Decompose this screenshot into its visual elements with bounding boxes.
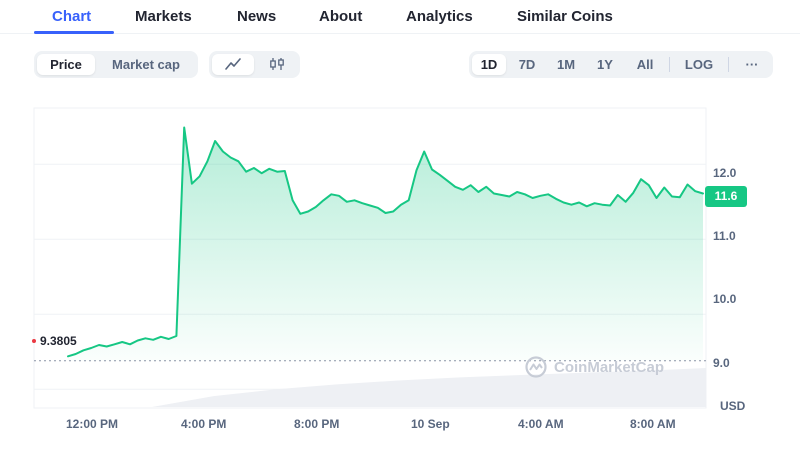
price-button[interactable]: Price bbox=[37, 54, 95, 75]
plot-frame bbox=[33, 107, 707, 409]
baseline-marker bbox=[32, 339, 36, 343]
price-chart[interactable] bbox=[0, 96, 800, 436]
more-options-button[interactable]: ··· bbox=[745, 57, 759, 72]
candlestick-icon bbox=[270, 58, 284, 70]
log-scale-button[interactable]: LOG bbox=[684, 57, 714, 72]
price-chart-svg bbox=[33, 107, 707, 409]
range-1y-button[interactable]: 1Y bbox=[597, 57, 613, 72]
tab-bar: Chart Markets News About Analytics Simil… bbox=[0, 0, 800, 34]
currency-unit: USD bbox=[720, 399, 746, 413]
tab-news[interactable]: News bbox=[237, 8, 277, 25]
x-tick-8am: 8:00 AM bbox=[630, 417, 676, 431]
x-tick-12pm: 12:00 PM bbox=[66, 417, 119, 431]
chart-type-toggle bbox=[209, 51, 300, 78]
x-tick-10sep: 10 Sep bbox=[411, 417, 450, 431]
y-tick-10: 10.0 bbox=[713, 292, 737, 306]
price-line bbox=[67, 126, 704, 358]
tab-markets[interactable]: Markets bbox=[135, 8, 192, 25]
x-tick-4am: 4:00 AM bbox=[518, 417, 564, 431]
y-tick-12: 12.0 bbox=[713, 166, 737, 180]
range-toggle: 1D 7D 1M 1Y All LOG ··· bbox=[469, 51, 773, 78]
active-tab-indicator bbox=[34, 31, 114, 34]
x-tick-4pm: 4:00 PM bbox=[181, 417, 227, 431]
volume-area bbox=[152, 368, 706, 407]
candlestick-button[interactable] bbox=[256, 54, 298, 75]
coinmarketcap-watermark: CoinMarketCap bbox=[524, 356, 664, 378]
tab-similar-coins[interactable]: Similar Coins bbox=[517, 8, 613, 25]
range-all-button[interactable]: All bbox=[636, 57, 654, 72]
watermark-text: CoinMarketCap bbox=[554, 358, 665, 376]
tab-chart[interactable]: Chart bbox=[52, 8, 92, 25]
y-tick-9: 9.0 bbox=[713, 356, 730, 370]
baseline-price-label: 9.3805 bbox=[40, 334, 77, 348]
x-tick-8pm: 8:00 PM bbox=[294, 417, 340, 431]
current-price-tag: 11.6 bbox=[705, 186, 747, 207]
price-area-fill bbox=[68, 127, 703, 361]
market-cap-button[interactable]: Market cap bbox=[112, 57, 180, 72]
range-1d-button[interactable]: 1D bbox=[472, 54, 506, 75]
line-chart-button[interactable] bbox=[212, 54, 254, 75]
y-tick-11: 11.0 bbox=[713, 229, 736, 243]
line-chart-icon bbox=[225, 58, 241, 70]
range-1m-button[interactable]: 1M bbox=[556, 57, 576, 72]
range-7d-button[interactable]: 7D bbox=[518, 57, 536, 72]
metric-toggle: Price Market cap bbox=[34, 51, 198, 78]
tab-about[interactable]: About bbox=[319, 8, 363, 25]
coinmarketcap-logo-icon bbox=[525, 356, 547, 378]
range-divider bbox=[669, 57, 670, 72]
more-divider bbox=[728, 57, 729, 72]
tab-analytics[interactable]: Analytics bbox=[406, 8, 473, 25]
